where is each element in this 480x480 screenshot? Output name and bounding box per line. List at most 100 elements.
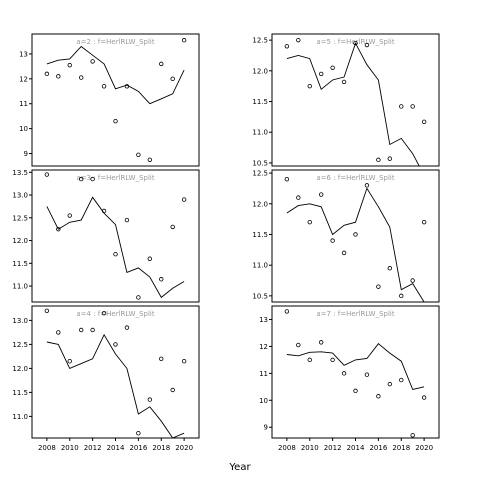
y-tick-label: 10.5	[252, 292, 268, 300]
y-tick-label: 11.0	[12, 413, 28, 421]
y-tick-label: 13.0	[12, 192, 28, 200]
data-point	[56, 74, 61, 79]
x-tick-label: 2010	[61, 444, 79, 452]
data-point	[181, 38, 187, 43]
data-point	[78, 176, 84, 182]
data-point	[341, 79, 347, 85]
data-point	[124, 325, 130, 330]
data-point	[364, 183, 370, 188]
y-tick-label: 11.5	[252, 231, 268, 239]
data-point	[410, 278, 415, 283]
panel-strip-label: a=4 : f=HerlRLW_Split	[76, 310, 154, 318]
data-point	[113, 252, 118, 257]
x-tick-label: 2020	[175, 444, 193, 452]
panel-frame	[31, 33, 200, 167]
data-point	[101, 311, 107, 316]
y-tick-label: 10	[19, 125, 28, 133]
x-tick-label: 2008	[38, 444, 56, 452]
data-point	[387, 381, 393, 387]
y-tick-label: 12.0	[12, 365, 28, 373]
data-point	[90, 59, 95, 64]
data-point	[330, 65, 335, 70]
data-point	[353, 41, 358, 46]
x-tick-label: 2014	[107, 444, 125, 452]
data-point	[124, 217, 130, 223]
panel-data	[44, 38, 187, 162]
data-point	[113, 342, 118, 347]
data-point	[67, 213, 72, 218]
panels-layer: a=2 : f=HerlRLW_Split 9 10 11 12 13 a=5 : f=He…	[12, 33, 440, 452]
panel-data	[284, 37, 427, 166]
data-point	[56, 226, 61, 232]
data-point	[330, 357, 335, 363]
y-tick-label: 11	[259, 370, 268, 378]
x-tick-label: 2018	[152, 444, 170, 452]
y-tick-label: 11.5	[12, 260, 28, 268]
data-point	[159, 277, 164, 282]
x-tick-label: 2016	[129, 444, 147, 452]
x-tick-label: 2012	[324, 444, 342, 452]
data-point	[341, 250, 347, 256]
data-point	[318, 71, 324, 77]
data-point	[330, 238, 335, 243]
data-point	[181, 197, 187, 202]
data-point	[284, 177, 290, 182]
x-tick-label: 2016	[369, 444, 387, 452]
data-point	[399, 104, 404, 109]
y-tick-label: 12.5	[252, 170, 268, 178]
panel-frame	[271, 33, 440, 167]
data-point	[147, 397, 153, 402]
x-tick-label: 2012	[84, 444, 102, 452]
y-tick-label: 11.5	[12, 389, 28, 397]
data-point	[410, 104, 415, 109]
data-point	[296, 37, 301, 43]
y-tick-label: 11.0	[252, 262, 268, 270]
panel-frame	[271, 169, 440, 303]
fit-line	[286, 187, 425, 302]
panel-data	[44, 172, 187, 300]
data-point	[113, 118, 118, 124]
y-tick-label: 11	[19, 100, 28, 108]
data-point	[44, 308, 50, 313]
data-point	[421, 219, 427, 225]
data-point	[318, 192, 324, 197]
panel-a6: a=6 : f=HerlRLW_Split 10.5 11.0 11.5 12.0 12.…	[252, 169, 440, 303]
data-point	[78, 327, 84, 333]
fit-line	[46, 333, 185, 438]
y-tick-label: 12.0	[252, 200, 268, 208]
panel-strip-label: a=3 : f=HerlRLW_Split	[76, 174, 154, 182]
data-point	[181, 359, 187, 364]
data-point	[44, 172, 50, 177]
panel-a4: a=4 : f=HerlRLW_Split 11.0 11.5 12.0 12.5 13.…	[12, 305, 200, 452]
y-tick-label: 12.5	[12, 341, 28, 349]
data-point	[307, 83, 312, 89]
y-tick-label: 11.0	[252, 129, 268, 137]
data-point	[399, 293, 404, 299]
fit-line	[286, 343, 425, 391]
data-point	[136, 152, 141, 157]
panel-strip-label: a=7 : f=HerlRLW_Split	[316, 310, 394, 318]
y-tick-label: 11.5	[252, 98, 268, 106]
data-point	[101, 208, 107, 214]
data-point	[376, 157, 381, 163]
y-tick-label: 12.5	[12, 214, 28, 222]
data-point	[90, 327, 95, 333]
x-axis-title: Year	[228, 462, 251, 473]
y-tick-label: 12	[19, 75, 28, 83]
data-point	[376, 394, 381, 399]
fit-line	[46, 45, 185, 105]
panel-strip-label: a=2 : f=HerlRLW_Split	[76, 38, 154, 46]
panel-a3: a=3 : f=HerlRLW_Split 11.0 11.5 12.0 12.5 13.…	[12, 169, 200, 303]
y-tick-label: 9	[24, 150, 28, 158]
data-point	[410, 433, 415, 438]
data-point	[136, 431, 141, 436]
data-point	[67, 62, 72, 68]
x-tick-label: 2020	[415, 444, 433, 452]
panel-a7: a=7 : f=HerlRLW_Split 9 10 11 12 13 2008 2010 20…	[259, 305, 440, 452]
y-tick-label: 13	[19, 50, 28, 58]
y-tick-label: 13	[259, 316, 268, 324]
panel-strip-label: a=5 : f=HerlRLW_Split	[316, 38, 394, 46]
data-point	[56, 330, 61, 335]
y-tick-label: 12.0	[252, 67, 268, 75]
